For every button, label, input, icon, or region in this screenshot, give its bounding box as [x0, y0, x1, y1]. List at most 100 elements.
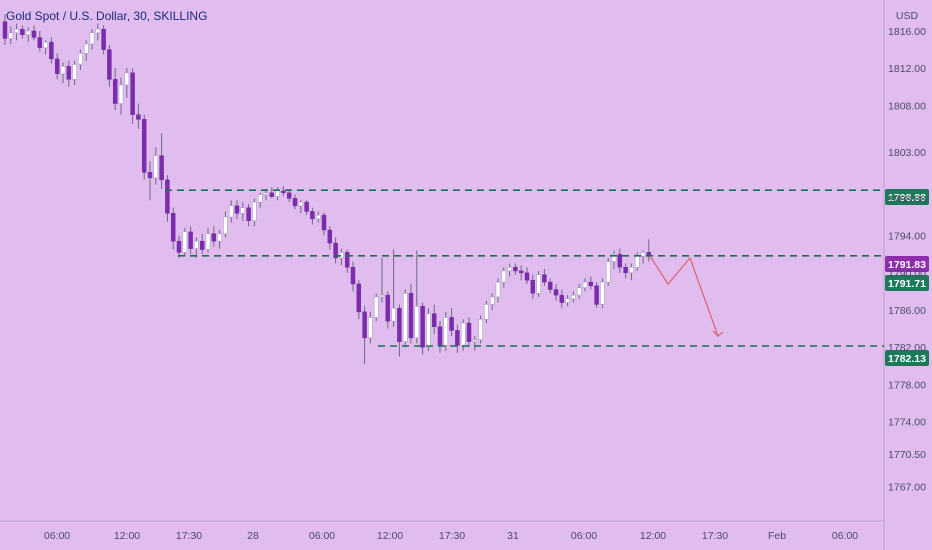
candle-body	[431, 313, 437, 327]
candle	[408, 283, 414, 344]
candle	[141, 114, 147, 180]
x-tick-label: 17:30	[176, 530, 202, 542]
y-tick-label: 1794.00	[888, 231, 926, 243]
candle-body	[315, 214, 321, 220]
candle-body	[402, 293, 408, 342]
candle	[37, 31, 43, 52]
y-tick-label: 1790.00	[888, 268, 926, 280]
candle	[43, 40, 48, 55]
candle-body	[263, 192, 269, 195]
candle-body	[37, 37, 43, 48]
candle	[582, 278, 588, 292]
candle	[130, 68, 135, 124]
candle-body	[565, 298, 570, 303]
x-tick-label: 06:00	[571, 530, 597, 542]
candle-body	[553, 289, 559, 296]
x-tick-label: 28	[247, 530, 259, 542]
candle-body	[327, 229, 333, 244]
candle	[576, 283, 582, 299]
candle	[611, 250, 617, 270]
candle	[420, 302, 425, 355]
x-axis[interactable]: 06:00 12:00 17:30 28 06:00 12:00 17:30 31 06:00 1…	[44, 530, 858, 542]
candle	[228, 200, 234, 223]
candle	[327, 226, 333, 250]
candle	[385, 291, 391, 329]
candle-body	[623, 266, 628, 274]
candle-body	[66, 66, 72, 80]
candle	[559, 289, 565, 309]
candle-body	[8, 32, 14, 39]
candle-body	[344, 252, 350, 268]
candle	[20, 25, 25, 39]
candle-body	[362, 311, 367, 339]
candle-body	[379, 294, 385, 298]
level-tag-bg	[885, 256, 929, 272]
candle-body	[252, 201, 257, 221]
candle-body	[89, 32, 95, 45]
candle-body	[130, 72, 135, 115]
candle-body	[246, 207, 251, 221]
candle-body	[582, 281, 588, 288]
candle-body	[20, 28, 25, 35]
candle	[443, 311, 449, 351]
candle	[553, 283, 559, 301]
candle	[78, 49, 83, 71]
candle	[547, 278, 553, 294]
candle-body	[188, 231, 193, 249]
candle	[368, 311, 373, 344]
candle	[199, 233, 205, 255]
y-tick-label: 1803.00	[888, 147, 926, 159]
candle	[66, 60, 72, 87]
levels-layer: 1798.88 1791.83 1791.71 1782.13	[165, 189, 929, 366]
candle	[623, 263, 628, 279]
candle-body	[489, 296, 495, 305]
candle-body	[223, 216, 228, 234]
candle-body	[640, 252, 646, 257]
candle	[14, 23, 19, 41]
candle	[321, 212, 327, 236]
candle	[118, 77, 124, 115]
candle-body	[141, 119, 147, 173]
candle	[281, 186, 286, 197]
level-tag-label: 1791.83	[888, 259, 926, 271]
candle	[147, 161, 153, 201]
candle	[373, 293, 379, 322]
candle-body	[460, 322, 466, 346]
candle	[402, 289, 408, 348]
x-tick-label: 12:00	[377, 530, 403, 542]
level-price-tag: 1791.71	[885, 275, 929, 291]
candle-body	[391, 307, 396, 322]
x-tick-label: 17:30	[702, 530, 728, 542]
x-tick-label: 12:00	[114, 530, 140, 542]
candle	[182, 228, 188, 257]
candle-body	[182, 231, 188, 253]
candle	[310, 207, 315, 225]
candle-body	[170, 213, 176, 242]
candle	[49, 37, 54, 64]
x-tick-label: 06:00	[44, 530, 70, 542]
x-tick-label: Feb	[768, 530, 786, 542]
candle	[565, 295, 570, 307]
candle	[246, 203, 251, 227]
y-axis[interactable]: USD 1816.001812.001808.001803.001798.001…	[888, 10, 926, 494]
candle-body	[455, 330, 460, 346]
candle-body	[95, 28, 101, 34]
y-tick-label: 1767.00	[888, 482, 926, 494]
candle-body	[507, 266, 512, 272]
candle-body	[530, 279, 536, 294]
candle	[269, 187, 275, 199]
candle	[379, 257, 385, 303]
candle-body	[217, 233, 222, 242]
candle	[362, 306, 367, 364]
level-tag-label: 1782.13	[888, 353, 926, 365]
candle	[211, 226, 217, 247]
candle-body	[414, 306, 420, 339]
candle-body	[368, 317, 373, 339]
candle-body	[547, 281, 553, 290]
candle	[223, 211, 228, 238]
level-tag-label: 1791.71	[888, 278, 926, 290]
candle	[72, 60, 77, 85]
candle-body	[228, 205, 234, 218]
candle	[153, 147, 159, 185]
